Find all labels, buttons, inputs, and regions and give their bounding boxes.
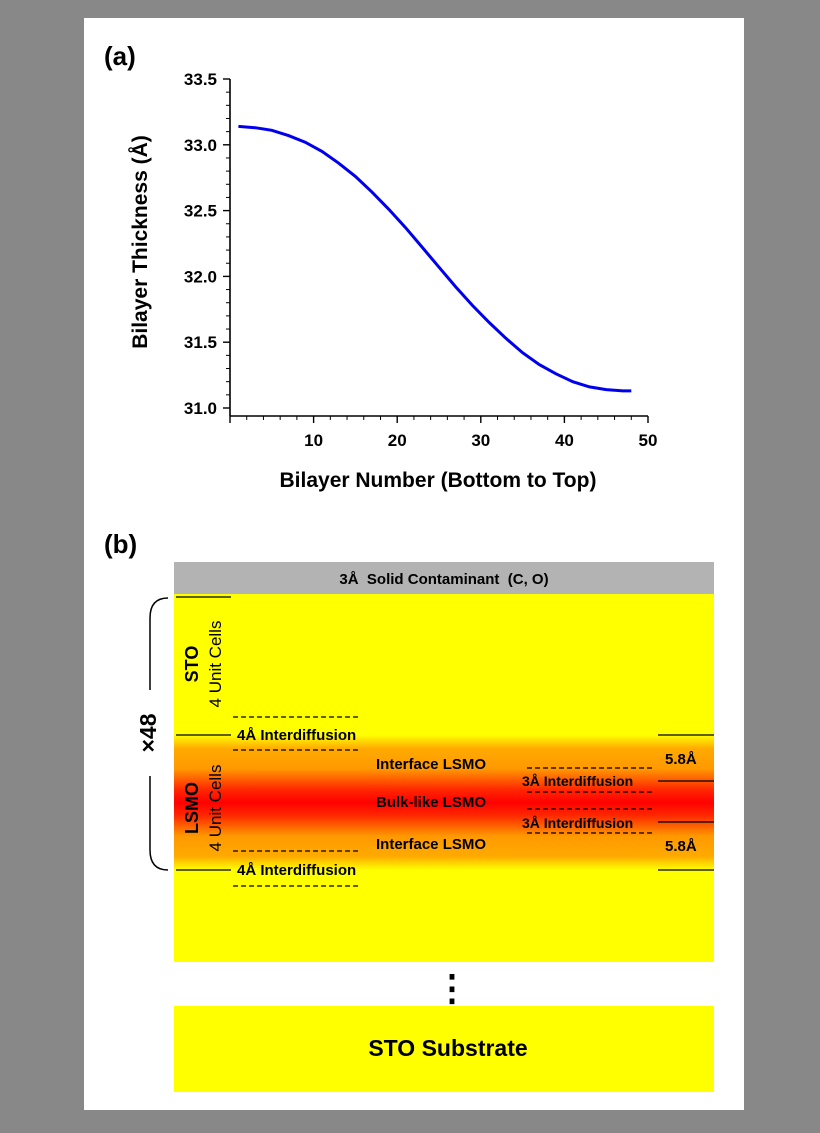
x-tick-label: 50 — [639, 431, 658, 450]
panel-b-label: (b) — [104, 529, 137, 559]
stack-gap — [168, 962, 718, 1006]
x-tick-label: 10 — [304, 431, 323, 450]
y-axis-title-box — [114, 100, 160, 385]
lsmo-cells: 4 Unit Cells — [206, 765, 225, 852]
interface-lsmo-upper: Interface LSMO — [376, 756, 486, 773]
interdiffusion-3a-lower: 3Å Interdiffusion — [522, 815, 633, 831]
x-tick-label: 40 — [555, 431, 574, 450]
chart-axes — [223, 78, 649, 423]
y-tick-label: 32.0 — [184, 267, 217, 286]
thickness-upper: 5.8Å — [665, 751, 697, 768]
lsmo-layer-gradient — [174, 735, 714, 870]
repeat-label: ×48 — [135, 713, 161, 752]
repeat-label-box — [134, 690, 164, 776]
x-tick-label: 30 — [471, 431, 490, 450]
y-tick-label: 33.5 — [184, 70, 217, 89]
y-tick-label: 31.5 — [184, 333, 217, 352]
y-tick-label: 32.5 — [184, 202, 217, 221]
interdiffusion-4a-upper: 4Å Interdiffusion — [237, 727, 356, 744]
dashed-lines — [233, 716, 655, 887]
contaminant-layer — [174, 562, 714, 594]
interdiffusion-4a-lower: 4Å Interdiffusion — [237, 862, 356, 879]
interface-lsmo-lower: Interface LSMO — [376, 836, 486, 853]
substrate-layer — [174, 1006, 714, 1092]
x-tick-label: 20 — [388, 431, 407, 450]
y-tick-label: 33.0 — [184, 136, 217, 155]
bulk-like-lsmo: Bulk-like LSMO — [376, 794, 486, 811]
lsmo-name: LSMO — [182, 782, 202, 834]
chart-tick-labels: 31.0 31.5 32.0 32.5 33.0 33.5 10 20 30 40 50 — [184, 70, 658, 450]
x-axis-title: Bilayer Number (Bottom to Top) — [280, 469, 597, 492]
panel-a-label: (a) — [104, 41, 136, 71]
sto-cells: 4 Unit Cells — [206, 621, 225, 708]
ellipsis-vertical: ⋮ — [434, 967, 470, 1008]
y-tick-label: 31.0 — [184, 399, 217, 418]
interdiffusion-3a-upper: 3Å Interdiffusion — [522, 773, 633, 789]
sto-name: STO — [182, 646, 202, 683]
y-axis-title: Bilayer Thickness (Å) — [128, 135, 152, 349]
substrate-label: STO Substrate — [368, 1035, 527, 1061]
series-line-bilayer-thickness — [238, 124, 632, 393]
contaminant-label: 3Å Solid Contaminant (C, O) — [339, 571, 548, 588]
thickness-lower: 5.8Å — [665, 838, 697, 855]
